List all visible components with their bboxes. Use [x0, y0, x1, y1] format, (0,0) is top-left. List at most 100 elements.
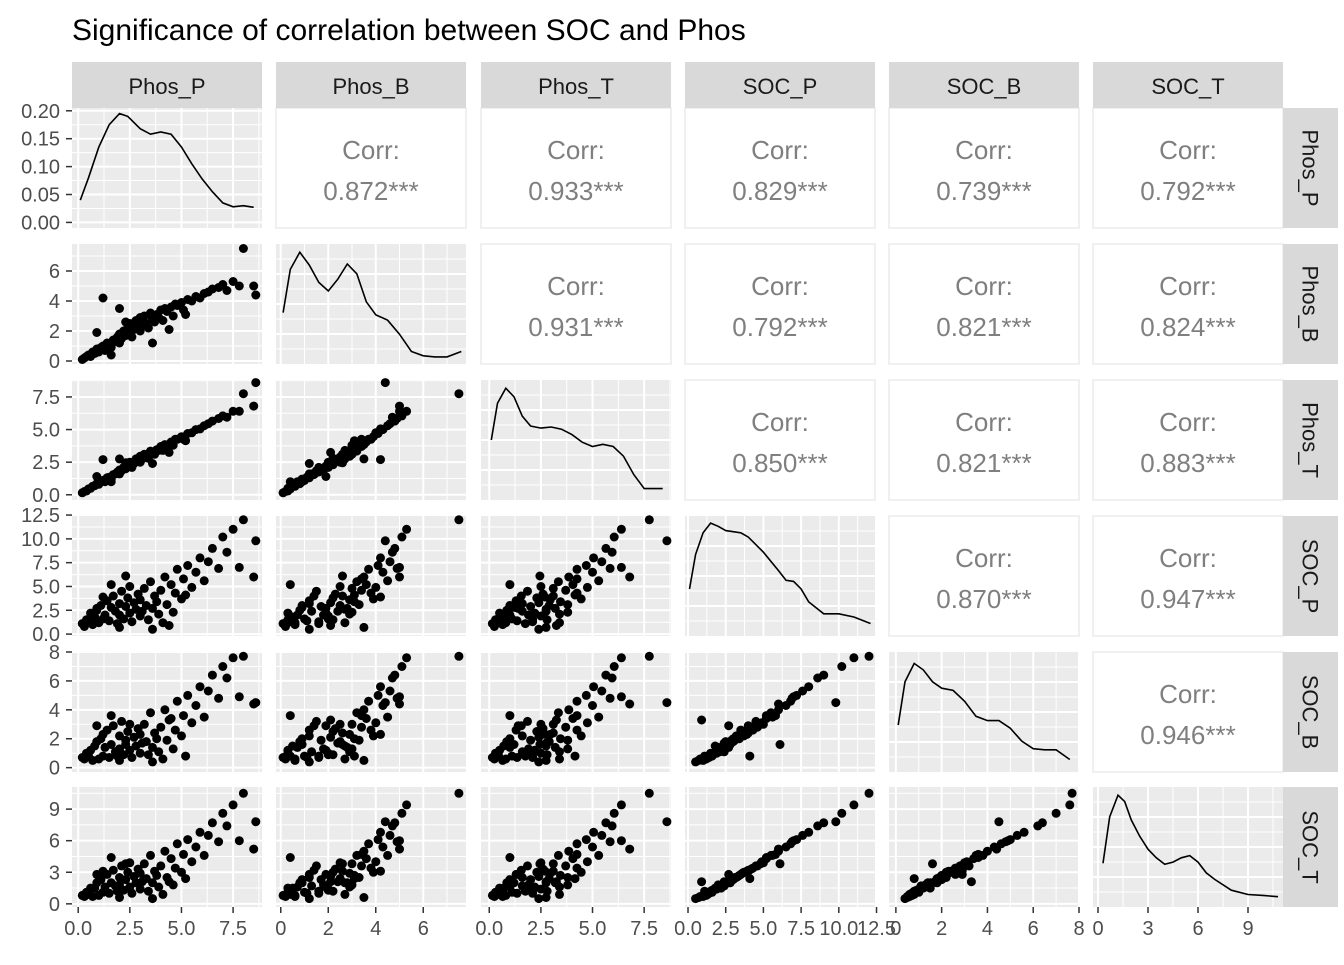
x-tick-label-Phos_T: 0.0	[475, 918, 503, 940]
panel-SOC_P-Phos_B	[276, 515, 466, 636]
scatter-point	[314, 462, 324, 472]
scatter-point	[297, 474, 307, 484]
scatter-point	[251, 378, 261, 388]
scatter-point	[222, 286, 232, 295]
corr-value-Phos_P-SOC_P: 0.829***	[732, 176, 827, 206]
scatter-point	[238, 244, 248, 253]
scatter-point	[588, 842, 597, 852]
corr-value-Phos_T-SOC_B: 0.821***	[936, 448, 1031, 478]
scatter-point	[594, 712, 604, 722]
scatter-point	[168, 311, 178, 321]
corr-label: Corr:	[955, 271, 1013, 301]
scatter-point	[228, 277, 238, 286]
scatter-point	[251, 817, 261, 827]
scatter-point	[535, 571, 545, 581]
scatter-point	[454, 389, 464, 399]
scatter-point	[234, 562, 244, 572]
scatter-point	[909, 874, 919, 884]
column-strip-Phos_B	[276, 62, 466, 108]
scatter-point	[563, 735, 573, 745]
scatter-point	[1067, 788, 1077, 798]
x-tick-label-Phos_P: 2.5	[116, 918, 144, 940]
scatter-point	[207, 543, 217, 553]
y-tick-label-SOC_B: 0	[49, 758, 60, 780]
corr-label: Corr:	[751, 271, 809, 301]
scatter-point	[534, 872, 544, 881]
panel-Phos_P-SOC_T: Corr: 0.792***	[1092, 107, 1284, 229]
scatter-point	[311, 586, 321, 596]
corr-label: Corr:	[342, 135, 400, 165]
scatter-point	[662, 698, 672, 708]
scatter-point	[921, 880, 931, 890]
scatter-point	[199, 850, 209, 860]
scatter-point	[368, 731, 378, 741]
scatter-point	[249, 572, 259, 582]
scatter-point	[864, 651, 874, 661]
scatter-point	[556, 734, 565, 744]
panels: Corr:0.872***Corr:0.933***Corr:0.829***C…	[72, 107, 1284, 907]
scatter-point	[380, 817, 390, 827]
scatter-point	[513, 603, 523, 613]
x-tick-label-SOC_P: 10.0	[819, 918, 858, 940]
scatter-point	[349, 436, 359, 446]
scatter-point	[395, 692, 404, 702]
corr-panel-bg	[1092, 243, 1284, 365]
scatter-point	[616, 653, 626, 663]
scatter-point	[146, 577, 155, 587]
scatter-point	[625, 844, 635, 854]
scatter-point	[354, 735, 364, 745]
scatter-point	[154, 609, 164, 619]
scatter-point	[541, 755, 551, 765]
scatter-point	[330, 589, 340, 599]
corr-label: Corr:	[547, 271, 605, 301]
panel-SOC_B-Phos_T	[481, 651, 672, 772]
scatter-point	[347, 607, 357, 617]
scatter-point	[357, 722, 366, 732]
scatter-point	[181, 310, 191, 319]
scatter-point	[605, 563, 615, 573]
scatter-point	[106, 740, 116, 749]
scatter-point	[143, 886, 153, 896]
scatter-point	[117, 586, 127, 596]
panel-Phos_T-Phos_T	[481, 380, 671, 500]
scatter-point	[179, 711, 188, 721]
density-curve-Phos_P	[79, 112, 254, 209]
x-tick-label-SOC_P: 7.5	[787, 918, 815, 940]
scatter-point	[181, 874, 191, 884]
x-tick-label-Phos_B: 2	[323, 918, 334, 940]
corr-panel-bg	[888, 379, 1080, 501]
scatter-point	[321, 603, 331, 613]
scatter-point	[162, 600, 172, 610]
x-tick-label-SOC_B: 4	[982, 918, 993, 940]
scatter-point	[285, 711, 295, 721]
scatter-point	[849, 653, 859, 663]
scatter-point	[139, 719, 149, 729]
scatter-point	[108, 591, 118, 601]
x-tick-label-SOC_P: 0.0	[674, 918, 702, 940]
scatter-point	[551, 715, 561, 725]
corr-value-Phos_P-SOC_B: 0.739***	[936, 176, 1031, 206]
scatter-point	[104, 888, 114, 898]
column-strip-Phos_P	[72, 62, 262, 108]
scatter-point	[121, 875, 131, 885]
scatter-point	[170, 588, 180, 598]
scatter-point	[108, 865, 118, 875]
scatter-point	[357, 861, 366, 871]
scatter-point	[347, 859, 357, 869]
scatter-point	[526, 735, 536, 745]
corr-label: Corr:	[955, 407, 1013, 437]
scatter-point	[509, 878, 519, 888]
scatter-point	[376, 592, 385, 602]
y-tick-label-SOC_B: 8	[49, 642, 60, 664]
x-tick-label-SOC_P: 5.0	[750, 918, 778, 940]
scatter-point	[505, 853, 515, 862]
scatter-point	[944, 866, 953, 876]
scatter-point	[119, 614, 129, 624]
scatter-point	[135, 595, 145, 605]
scatter-point	[148, 459, 157, 468]
corr-panel-bg	[684, 107, 876, 229]
scatter-point	[152, 870, 162, 880]
scatter-point	[798, 830, 808, 840]
scatter-point	[156, 861, 166, 871]
corr-panel-bg	[1092, 107, 1284, 229]
